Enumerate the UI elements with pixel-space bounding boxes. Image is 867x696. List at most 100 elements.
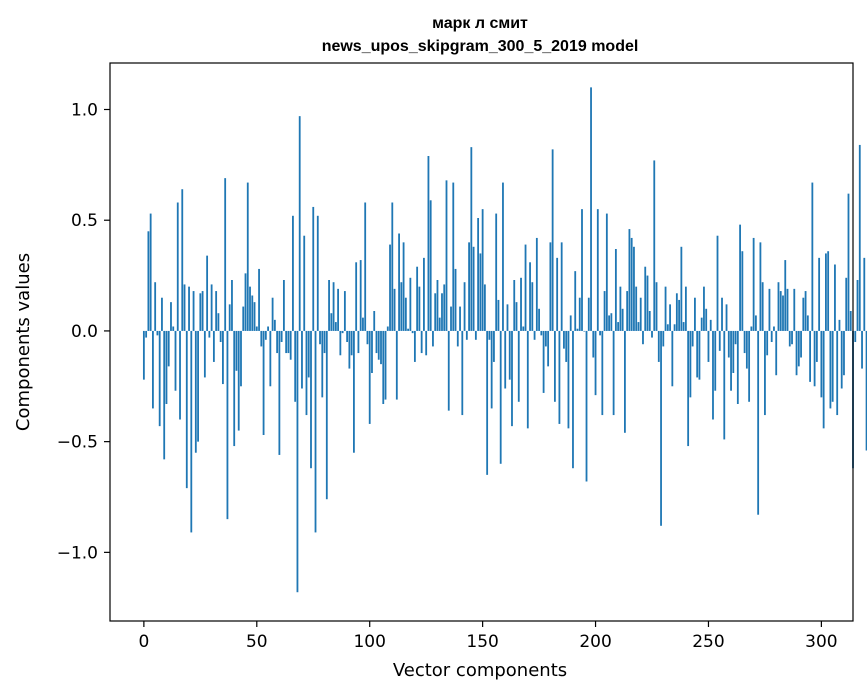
- bar: [194, 330, 197, 453]
- bar: [705, 308, 708, 331]
- bar: [404, 297, 407, 331]
- bar: [822, 330, 825, 429]
- bar: [371, 330, 373, 373]
- bar: [386, 326, 389, 331]
- bar: [680, 246, 683, 331]
- bar: [456, 330, 459, 347]
- bar: [707, 330, 710, 362]
- bar: [775, 330, 778, 376]
- bar: [463, 282, 466, 331]
- bar: [614, 249, 617, 331]
- y-tick-label: 1.0: [71, 101, 98, 121]
- bar: [269, 330, 272, 387]
- bar: [416, 266, 419, 331]
- bar: [298, 116, 301, 331]
- bar: [357, 330, 360, 354]
- bar: [276, 330, 279, 354]
- bar: [235, 330, 238, 371]
- y-tick-label: −1.0: [57, 543, 98, 563]
- bar: [766, 330, 769, 356]
- bar: [158, 330, 161, 427]
- bar: [192, 291, 195, 331]
- bar: [348, 330, 351, 369]
- bar: [429, 200, 432, 331]
- bar: [285, 330, 288, 354]
- bar: [684, 286, 687, 331]
- bar: [328, 280, 330, 331]
- bar: [773, 326, 775, 331]
- bar: [863, 257, 866, 331]
- bar: [793, 288, 796, 331]
- bar: [147, 231, 150, 331]
- bar: [725, 304, 728, 331]
- bar: [341, 330, 344, 334]
- bar: [233, 330, 236, 447]
- bar: [181, 189, 184, 331]
- bar: [362, 317, 364, 331]
- bar: [244, 273, 247, 331]
- bar: [472, 246, 475, 331]
- bar: [657, 330, 660, 362]
- bar: [599, 330, 601, 336]
- bar: [208, 330, 211, 338]
- bar: [502, 182, 504, 331]
- bar: [581, 209, 583, 331]
- bar: [452, 182, 455, 331]
- bar: [508, 330, 511, 380]
- bar: [260, 330, 263, 347]
- x-tick-label: 250: [692, 632, 724, 652]
- bar: [818, 257, 821, 331]
- bar: [605, 213, 608, 331]
- bar: [700, 317, 703, 331]
- chart-title-line-2: news_upos_skipgram_300_5_2019 model: [322, 38, 639, 55]
- bar: [307, 330, 310, 378]
- y-tick-label: −0.5: [57, 433, 98, 453]
- bar: [608, 315, 610, 331]
- bar: [619, 286, 622, 331]
- bar: [813, 330, 816, 387]
- bar: [815, 330, 818, 362]
- bar: [384, 330, 387, 400]
- bar: [409, 277, 412, 331]
- bar: [242, 306, 245, 331]
- bar: [479, 253, 482, 331]
- bar: [603, 291, 606, 331]
- bar: [174, 330, 177, 391]
- bar: [210, 284, 213, 331]
- bar: [486, 330, 489, 475]
- bar: [642, 330, 644, 345]
- bar: [280, 330, 283, 342]
- bar: [296, 330, 299, 593]
- bar: [809, 330, 811, 382]
- bar: [289, 330, 292, 360]
- bar: [666, 324, 669, 331]
- bar: [172, 326, 175, 331]
- bar: [212, 330, 215, 362]
- bar: [375, 330, 378, 354]
- bar: [770, 330, 773, 342]
- bar: [294, 330, 297, 402]
- bar: [217, 313, 220, 331]
- bar: [420, 330, 423, 354]
- bar: [434, 293, 437, 331]
- bar: [165, 330, 168, 404]
- bar: [436, 280, 439, 331]
- bar: [637, 322, 640, 331]
- y-tick-label: 0.5: [71, 211, 98, 231]
- bar: [691, 330, 694, 347]
- bar: [393, 288, 396, 331]
- bar: [648, 311, 651, 331]
- bar: [188, 286, 190, 331]
- bar: [228, 304, 231, 331]
- bar: [847, 193, 850, 331]
- bar: [689, 330, 692, 398]
- bar: [748, 330, 751, 402]
- bar: [149, 213, 152, 331]
- bar: [709, 319, 712, 331]
- bar: [391, 202, 394, 331]
- y-axis-label: Components values: [13, 253, 34, 431]
- bar: [797, 330, 800, 367]
- bar: [316, 215, 319, 331]
- bar: [305, 330, 308, 416]
- bar: [712, 330, 714, 420]
